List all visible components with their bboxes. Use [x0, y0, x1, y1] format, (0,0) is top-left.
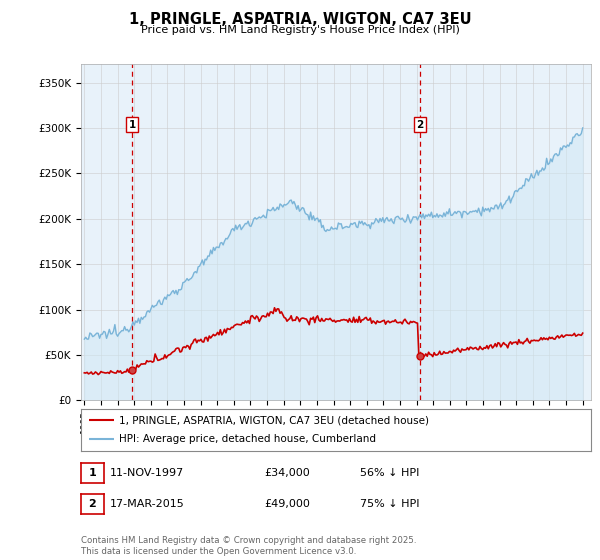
Text: 11-NOV-1997: 11-NOV-1997	[110, 468, 184, 478]
Text: 1, PRINGLE, ASPATRIA, WIGTON, CA7 3EU (detached house): 1, PRINGLE, ASPATRIA, WIGTON, CA7 3EU (d…	[119, 415, 429, 425]
Text: £49,000: £49,000	[264, 499, 310, 509]
Text: 2: 2	[416, 120, 424, 130]
Text: Contains HM Land Registry data © Crown copyright and database right 2025.
This d: Contains HM Land Registry data © Crown c…	[81, 536, 416, 556]
Text: 17-MAR-2015: 17-MAR-2015	[110, 499, 185, 509]
Text: 2: 2	[89, 499, 96, 509]
Text: Price paid vs. HM Land Registry's House Price Index (HPI): Price paid vs. HM Land Registry's House …	[140, 25, 460, 35]
Text: 75% ↓ HPI: 75% ↓ HPI	[360, 499, 419, 509]
Text: 1: 1	[89, 468, 96, 478]
Text: 1, PRINGLE, ASPATRIA, WIGTON, CA7 3EU: 1, PRINGLE, ASPATRIA, WIGTON, CA7 3EU	[128, 12, 472, 27]
Text: £34,000: £34,000	[264, 468, 310, 478]
Text: HPI: Average price, detached house, Cumberland: HPI: Average price, detached house, Cumb…	[119, 435, 376, 445]
Text: 1: 1	[128, 120, 136, 130]
Text: 56% ↓ HPI: 56% ↓ HPI	[360, 468, 419, 478]
